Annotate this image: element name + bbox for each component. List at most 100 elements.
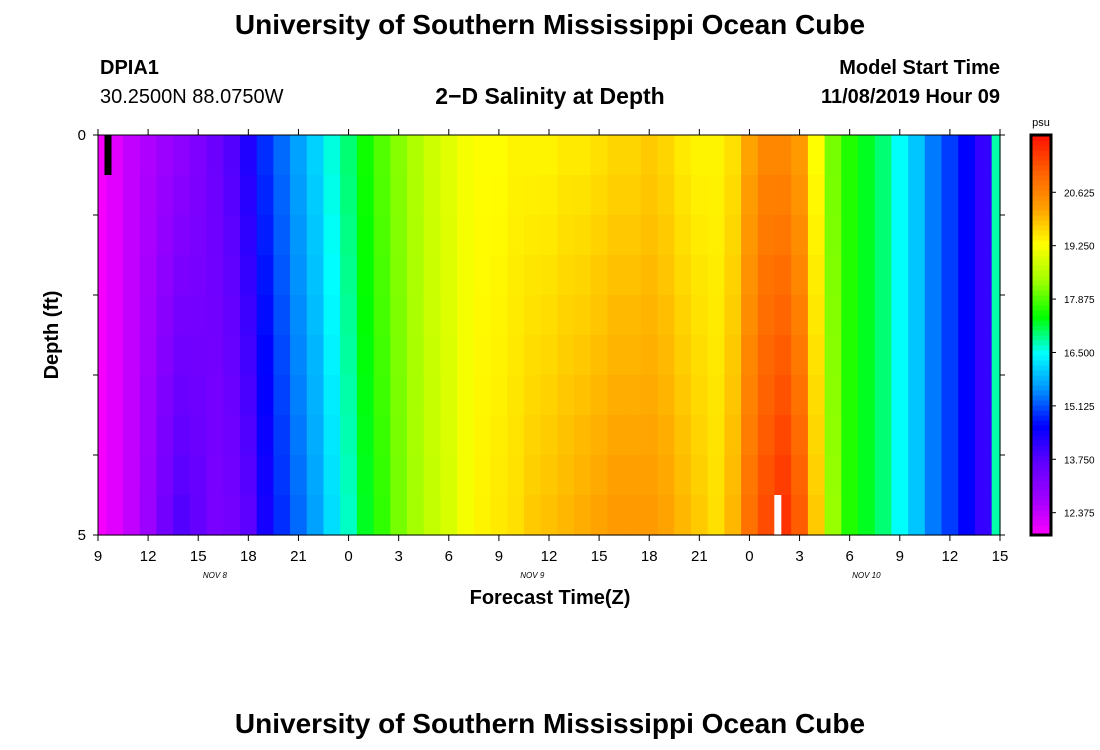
heatmap-cell (373, 135, 391, 176)
heatmap-cell (457, 335, 475, 376)
colorbar-cell (1031, 465, 1051, 471)
colorbar-cell (1031, 305, 1051, 311)
heatmap-cell (139, 295, 158, 336)
colorbar-cell (1031, 395, 1051, 401)
colorbar-ticks: 12.375 13.750 15.125 16.500 17.875 19.250 20.6… (1051, 188, 1095, 520)
heatmap-cell (908, 375, 926, 416)
heatmap-cell (407, 415, 425, 456)
heatmap-cell (139, 175, 158, 216)
heatmap-cell (156, 135, 174, 176)
heatmap-cell (523, 295, 542, 336)
heatmap-cell (707, 255, 725, 296)
heatmap-cell (991, 135, 1001, 176)
heatmap-cell (98, 415, 107, 456)
heatmap-cell (924, 215, 943, 256)
heatmap-cell (607, 415, 625, 456)
heatmap-cell (724, 455, 742, 496)
heatmap-cell (290, 495, 308, 536)
heatmap-cell (624, 255, 642, 296)
x-tick-label: 12 (140, 548, 157, 565)
heatmap-cell (958, 415, 976, 456)
heatmap-cell (457, 415, 475, 456)
heatmap-cell (674, 135, 692, 176)
heatmap-cell (624, 335, 642, 376)
heatmap-cell (156, 295, 174, 336)
heatmap-cell (423, 415, 442, 456)
colorbar-cell (1031, 310, 1051, 316)
heatmap-cell (206, 415, 224, 456)
heatmap-cell (690, 375, 709, 416)
heatmap-cell (874, 415, 893, 456)
heatmap-cell (490, 375, 508, 416)
heatmap-cell (507, 455, 525, 496)
heatmap-cell (223, 255, 241, 296)
heatmap-cell (590, 495, 609, 536)
x-tick-label: 9 (94, 548, 102, 565)
heatmap-cell (624, 415, 642, 456)
heatmap-cell (991, 455, 1001, 496)
heatmap-cell (490, 295, 508, 336)
x-tick-label: 6 (445, 548, 453, 565)
heatmap-cell (607, 335, 625, 376)
heatmap-cell (824, 255, 842, 296)
heatmap-cell (156, 415, 174, 456)
heatmap-cell (741, 135, 759, 176)
heatmap-cell (741, 255, 759, 296)
colorbar-tick-label: 20.625 (1064, 188, 1095, 199)
colorbar-cell (1031, 480, 1051, 486)
heatmap-cell (891, 335, 909, 376)
x-axis: 9 12 15 18 21 0 3 6 9 12 15 18 21 0 3 6 9 12 15 NOV 8 NOV 9 N… (94, 129, 1008, 580)
heatmap-cell (373, 175, 391, 216)
heatmap-cell (139, 495, 158, 536)
y-tick-label: 0 (78, 127, 86, 144)
heatmap-cell (874, 255, 893, 296)
colorbar-tick-label: 17.875 (1064, 295, 1095, 306)
heatmap-cell (340, 455, 358, 496)
heatmap-cell (457, 375, 475, 416)
heatmap-cell (390, 375, 408, 416)
heatmap-cells (98, 135, 1001, 536)
heatmap-cell (607, 255, 625, 296)
y-axis-label: Depth (ft) (41, 291, 63, 380)
heatmap-cell (807, 135, 826, 176)
heatmap-cell (590, 335, 609, 376)
heatmap-cell (473, 415, 492, 456)
heatmap-cell (407, 375, 425, 416)
heatmap-cell (373, 215, 391, 256)
heatmap-cell (924, 175, 943, 216)
heatmap-cell (206, 255, 224, 296)
heatmap-cell (724, 335, 742, 376)
heatmap-cell (323, 135, 341, 176)
heatmap-cell (741, 295, 759, 336)
heatmap-cell (290, 135, 308, 176)
colorbar-cell (1031, 450, 1051, 456)
heatmap-cell (239, 335, 258, 376)
model-start-label: Model Start Time (839, 57, 1000, 79)
heatmap-cell (273, 415, 291, 456)
heatmap-cell (273, 375, 291, 416)
heatmap-cell (908, 455, 926, 496)
heatmap-cell (958, 215, 976, 256)
heatmap-cell (306, 455, 325, 496)
heatmap-cell (958, 375, 976, 416)
colorbar-cell (1031, 455, 1051, 461)
heatmap-cell (323, 415, 341, 456)
heatmap-cell (457, 135, 475, 176)
x-tick-label: 12 (942, 548, 959, 565)
heatmap-cell (841, 255, 859, 296)
heatmap-cell (106, 335, 124, 376)
heatmap-cell (123, 295, 141, 336)
heatmap-cell (423, 335, 442, 376)
heatmap-cell (841, 215, 859, 256)
heatmap-cell (540, 335, 558, 376)
heatmap-cell (974, 335, 993, 376)
heatmap-cell (791, 255, 809, 296)
heatmap-cell (156, 255, 174, 296)
x-tick-label: 6 (845, 548, 853, 565)
heatmap-cell (440, 455, 458, 496)
colorbar-cell (1031, 240, 1051, 246)
page-title: University of Southern Mississippi Ocean… (234, 9, 866, 40)
heatmap-cell (239, 415, 258, 456)
colorbar-cell (1031, 345, 1051, 351)
heatmap-cell (958, 255, 976, 296)
